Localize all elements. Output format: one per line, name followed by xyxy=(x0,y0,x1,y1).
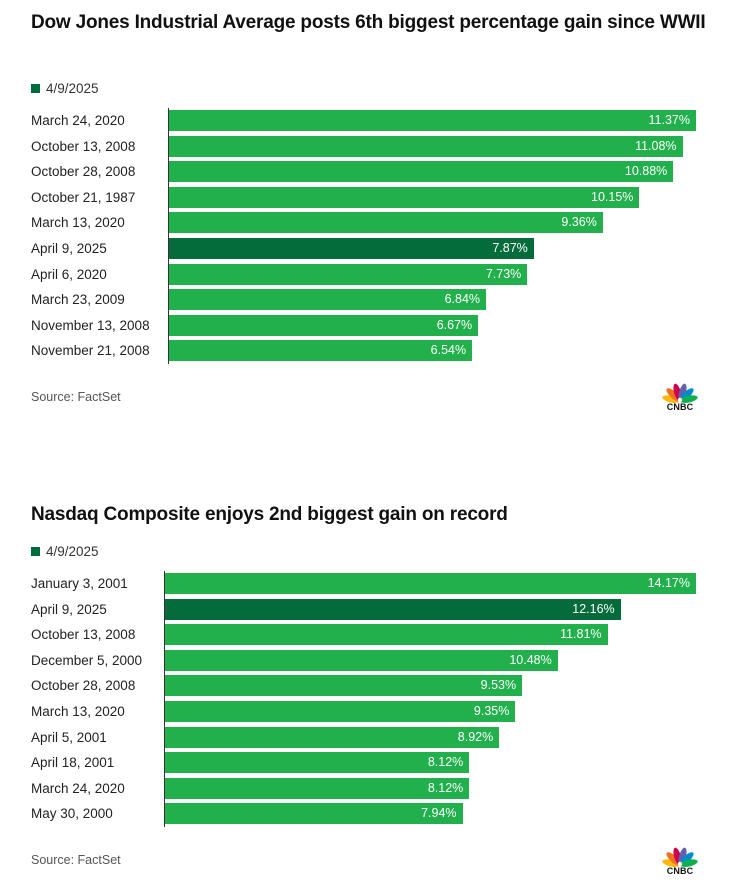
category-label: April 6, 2020 xyxy=(31,266,107,282)
peacock-feather xyxy=(679,395,698,403)
category-label: March 24, 2020 xyxy=(31,113,125,128)
value-label: 11.81% xyxy=(560,627,602,642)
value-label: 8.12% xyxy=(427,755,464,770)
cnbc-logo-icon: CNBC xyxy=(662,381,698,417)
chart-title: Nasdaq Composite enjoys 2nd biggest gain… xyxy=(31,504,508,525)
peacock-icon xyxy=(662,847,698,867)
value-label: 7.94% xyxy=(421,806,457,821)
bar: 10.15% xyxy=(169,186,640,208)
chart-legend: 4/9/2025 xyxy=(31,544,99,559)
category-label: April 18, 2001 xyxy=(31,755,115,771)
bar: 10.88% xyxy=(169,161,674,183)
value-label: 6.84% xyxy=(444,292,481,307)
value-label: 11.08% xyxy=(635,138,677,153)
value-label: 10.48% xyxy=(509,652,552,667)
bar: 9.35% xyxy=(165,701,516,722)
bar: 6.54% xyxy=(169,340,473,362)
category-label: October 28, 2008 xyxy=(31,164,136,180)
category-label: October 21, 1987 xyxy=(31,189,136,205)
peacock-feather xyxy=(678,847,687,866)
value-label: 7.87% xyxy=(492,241,528,255)
peacock-body xyxy=(677,861,683,867)
bar: 9.53% xyxy=(165,675,523,697)
category-label: March 13, 2020 xyxy=(31,704,125,719)
legend-label: 4/9/2025 xyxy=(46,544,99,559)
dow-chart-panel: Dow Jones Industrial Average posts 6th b… xyxy=(0,0,734,440)
peacock-body xyxy=(677,397,683,403)
bar: 8.92% xyxy=(165,726,500,748)
category-label: November 13, 2008 xyxy=(31,317,150,333)
bar: 7.94% xyxy=(165,803,463,825)
cnbc-logo-icon: CNBC xyxy=(662,845,698,881)
bar: 8.12% xyxy=(165,777,470,799)
peacock-icon xyxy=(662,383,698,403)
peacock-feather xyxy=(678,383,687,402)
category-label: April 5, 2001 xyxy=(31,729,107,745)
bar: 14.17% xyxy=(165,573,696,594)
bar: 11.81% xyxy=(165,624,608,646)
bar: 6.84% xyxy=(169,289,487,311)
value-label: 7.73% xyxy=(485,266,522,281)
chart-title: Dow Jones Industrial Average posts 6th b… xyxy=(31,12,706,33)
bar: 11.37% xyxy=(169,110,696,131)
value-label: 8.12% xyxy=(427,780,464,795)
category-label: May 30, 2000 xyxy=(31,806,113,822)
value-label: 6.67% xyxy=(436,317,473,332)
value-label: 10.15% xyxy=(591,189,634,204)
category-label: October 13, 2008 xyxy=(31,138,136,154)
value-label: 9.53% xyxy=(480,678,517,693)
logo-text: CNBC xyxy=(666,866,694,876)
logo-text: CNBC xyxy=(666,402,694,412)
bar: 12.16% xyxy=(165,598,621,620)
peacock-feather xyxy=(679,859,698,867)
value-label: 6.54% xyxy=(430,343,467,358)
legend-swatch xyxy=(31,547,40,556)
legend-label: 4/9/2025 xyxy=(46,81,99,96)
category-label: January 3, 2001 xyxy=(31,576,128,591)
bar: 8.12% xyxy=(165,752,470,774)
value-label: 14.17% xyxy=(647,576,690,590)
chart-source: Source: FactSet xyxy=(31,390,121,404)
bar: 6.67% xyxy=(169,314,479,336)
bar: 7.87% xyxy=(169,238,534,259)
value-label: 11.37% xyxy=(648,113,690,127)
bar: 11.08% xyxy=(169,135,683,157)
value-label: 9.35% xyxy=(473,704,510,718)
value-label: 12.16% xyxy=(572,601,615,616)
category-label: April 9, 2025 xyxy=(31,601,107,617)
category-label: October 13, 2008 xyxy=(31,627,136,643)
category-label: December 5, 2000 xyxy=(31,652,143,668)
category-label: November 21, 2008 xyxy=(31,343,150,359)
value-label: 10.88% xyxy=(624,164,668,179)
value-label: 9.36% xyxy=(561,215,597,230)
legend-swatch xyxy=(31,84,40,93)
chart-source: Source: FactSet xyxy=(31,853,121,867)
bar: 9.36% xyxy=(169,212,603,234)
chart-legend: 4/9/2025 xyxy=(31,81,99,96)
category-label: October 28, 2008 xyxy=(31,678,136,694)
bar: 10.48% xyxy=(165,649,558,671)
category-label: March 13, 2020 xyxy=(31,215,125,231)
category-label: March 23, 2009 xyxy=(31,292,125,308)
y-axis-line xyxy=(168,108,169,364)
bar: 7.73% xyxy=(169,263,528,285)
y-axis-line xyxy=(164,571,165,827)
value-label: 8.92% xyxy=(457,729,494,744)
category-label: March 24, 2020 xyxy=(31,780,125,796)
category-label: April 9, 2025 xyxy=(31,241,107,256)
